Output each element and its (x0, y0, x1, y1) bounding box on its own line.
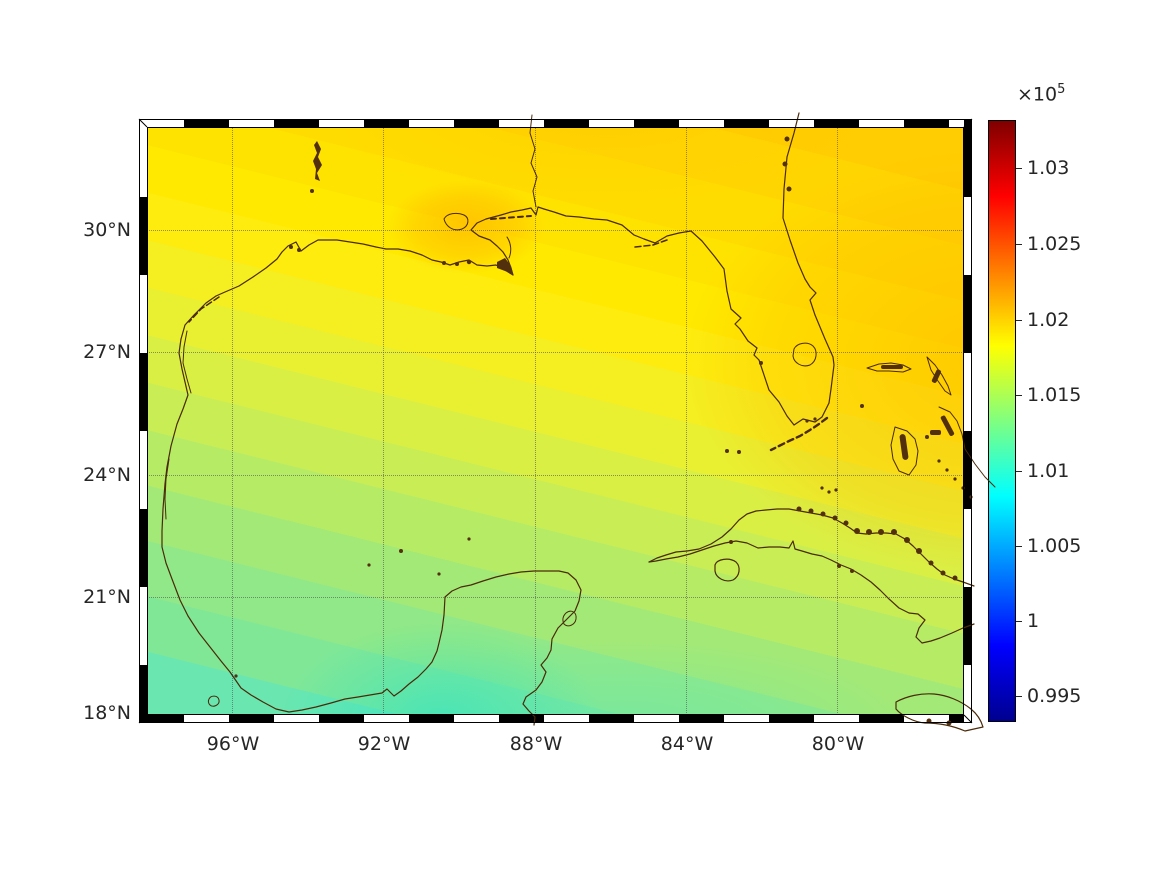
y-tick-label-21n: 21°N (83, 586, 131, 608)
coastline-jamaica (895, 693, 984, 732)
coastline-north-america (161, 112, 835, 726)
colorbar-exponent-power: 5 (1057, 82, 1066, 97)
map-frame-bottom (139, 715, 972, 723)
x-tick-label-84w: 84°W (660, 733, 714, 755)
colorbar-tick-label: 1 (1027, 610, 1040, 632)
coastline-cuba-north (648, 508, 975, 587)
gridline-lat-27n (147, 352, 964, 353)
colorbar-tick-label: 1.025 (1027, 233, 1082, 255)
colorbar-tick-label: 0.995 (1027, 685, 1082, 707)
x-tick-label-92w: 92°W (357, 733, 411, 755)
colorbar-tick (1016, 320, 1022, 321)
gridline-lon-84w (686, 127, 687, 715)
gridline-lon-96w (232, 127, 233, 715)
coastline-apalachicola-barrier (634, 239, 668, 248)
colorbar-tick-label: 1.03 (1027, 157, 1070, 179)
map-frame-top (139, 119, 972, 127)
coastline-chandeleur-islands (506, 236, 512, 259)
contour-field (147, 127, 964, 715)
gridline-lat-30n (147, 230, 964, 231)
y-tick-label-18n: 18°N (83, 702, 131, 724)
colorbar-tick (1016, 244, 1022, 245)
coastline-padre-island (182, 330, 192, 394)
landfill-mississippi-delta (497, 258, 513, 274)
coastline-tamaulipas-barrier (164, 458, 170, 520)
coastline-isla-juventud (714, 558, 740, 582)
colorbar-tick-label: 1.02 (1027, 309, 1070, 331)
y-tick-label-24n: 24°N (83, 464, 131, 486)
colorbar-tick (1016, 168, 1022, 169)
x-tick-label-88w: 88°W (509, 733, 563, 755)
coastline-veracruz-lagoon (207, 695, 220, 707)
colorbar-exponent-base: ×10 (1017, 83, 1058, 106)
coastline-mobile-river (529, 114, 538, 208)
land-fill-patches (234, 136, 973, 726)
x-tick-label-80w: 80°W (811, 733, 865, 755)
frame-outline (138, 118, 973, 724)
colorbar-tick (1016, 395, 1022, 396)
coastline-lake-okeechobee (792, 342, 817, 367)
map-plot (138, 112, 996, 732)
coastline-lake-pontchartrain (443, 212, 469, 231)
landfill-toledo-bend (313, 141, 322, 181)
colorbar-tick (1016, 546, 1022, 547)
colorbar-tick (1016, 696, 1022, 697)
gridline-lat-21n (147, 597, 964, 598)
y-tick-label-27n: 27°N (83, 341, 131, 363)
coastline-layer (138, 112, 996, 732)
map-frame-right (964, 119, 972, 723)
coastline-andros (890, 426, 919, 476)
colorbar-tick (1016, 471, 1022, 472)
gridline-lat-24n (147, 475, 964, 476)
colorbar-tick-label: 1.01 (1027, 460, 1070, 482)
gridline-lon-80w (837, 127, 838, 715)
coastline-matagorda-barrier (188, 296, 220, 323)
coastline-cozumel (562, 610, 577, 627)
coastline-abaco (926, 356, 952, 396)
coastline-florida-keys (769, 416, 829, 452)
gridline-lon-88w (535, 127, 536, 715)
gridline-lon-92w (383, 127, 384, 715)
y-tick-label-30n: 30°N (83, 219, 131, 241)
colorbar-tick-label: 1.015 (1027, 384, 1082, 406)
coastline-eleuthera (938, 406, 996, 488)
colorbar-exponent: ×105 (1017, 82, 1065, 105)
x-tick-label-96w: 96°W (206, 733, 260, 755)
colorbar-tick (1016, 621, 1022, 622)
coastline-mississippi-barrier (490, 215, 532, 220)
map-frame-left (139, 119, 147, 723)
colorbar-tick-label: 1.005 (1027, 535, 1082, 557)
coastline-cuba-south (648, 540, 975, 644)
colorbar (988, 120, 1016, 722)
coastline-grand-bahama (866, 362, 912, 373)
